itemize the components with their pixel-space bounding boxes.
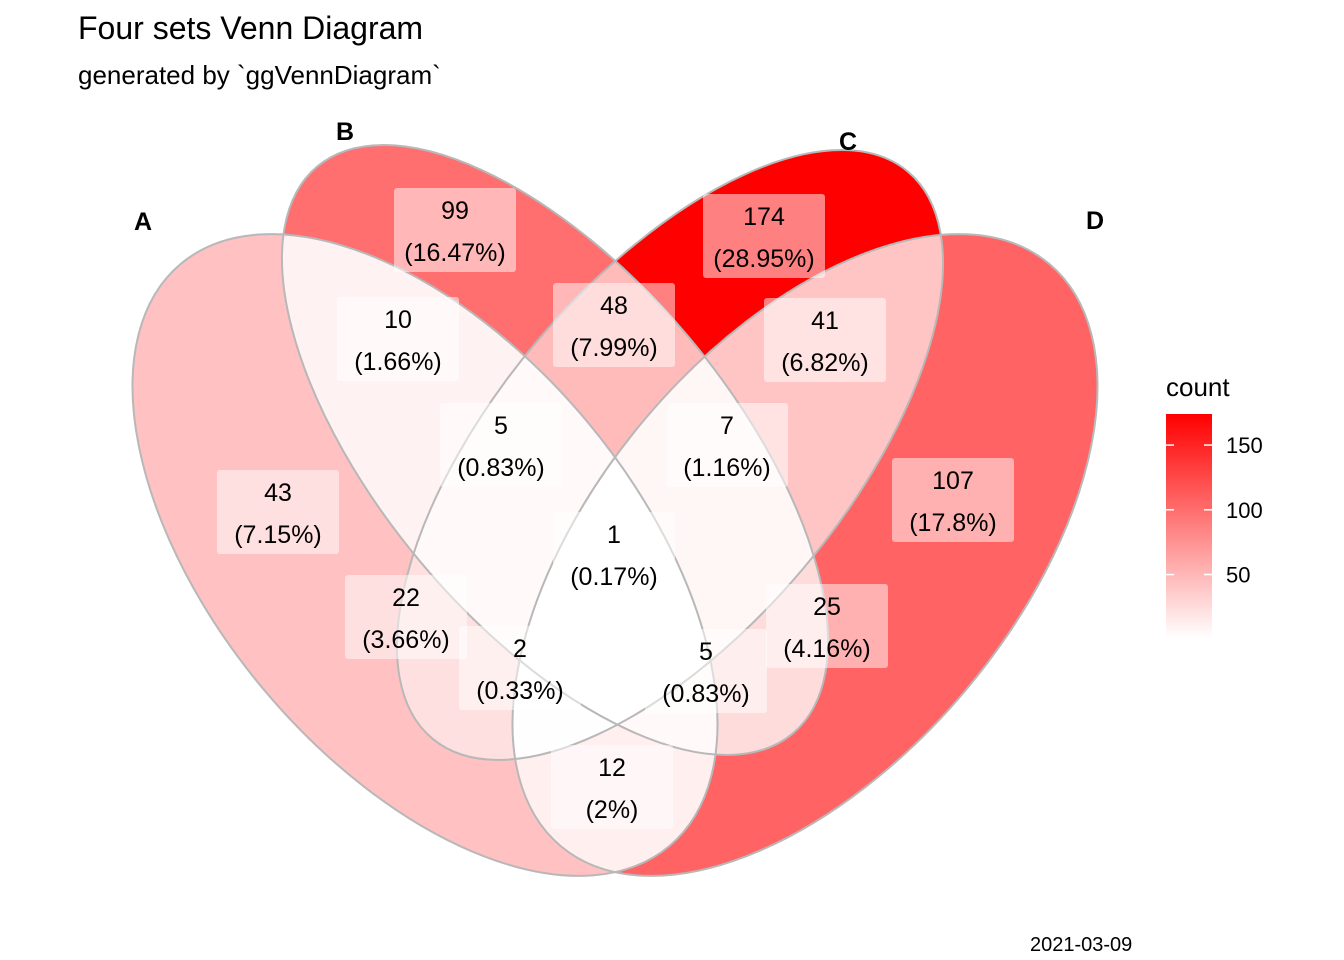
region-bc-percent: (7.99%): [570, 334, 658, 362]
region-abcd-percent: (0.17%): [570, 563, 658, 591]
region-ab-percent: (1.66%): [354, 348, 442, 376]
region-b-label-box: [394, 188, 516, 272]
legend-tick-label: 100: [1226, 498, 1263, 523]
region-ac-count: 22: [392, 584, 420, 612]
region-bd-percent: (4.16%): [783, 635, 871, 663]
region-bc-label: 48 (7.99%): [553, 283, 675, 367]
set-d-outline: [511, 233, 1099, 877]
region-b-label: 99 (16.47%): [394, 188, 516, 272]
legend-title: count: [1166, 372, 1230, 402]
region-b-count: 99: [441, 197, 469, 225]
legend-tick-label: 150: [1226, 433, 1263, 458]
set-label-d: D: [1086, 207, 1104, 235]
set-label-a: A: [134, 208, 152, 236]
set-label-c: C: [839, 128, 857, 156]
region-c-count: 174: [743, 203, 785, 231]
region-a-percent: (7.15%): [234, 521, 322, 549]
venn-set-outlines: [131, 144, 1099, 877]
region-a-count: 43: [264, 479, 292, 507]
region-d-label: 107 (17.8%): [892, 458, 1014, 542]
region-abd-label: 5 (0.83%): [645, 629, 767, 713]
region-bcd-count: 7: [720, 412, 734, 440]
region-c-label: 174 (28.95%): [703, 194, 825, 278]
region-c-label-box: [703, 194, 825, 278]
region-abd-percent: (0.83%): [662, 680, 750, 708]
set-c-outline: [395, 149, 945, 761]
region-bcd-label: 7 (1.16%): [666, 403, 788, 487]
region-c-percent: (28.95%): [713, 245, 814, 273]
region-a-label: 43 (7.15%): [217, 470, 339, 554]
region-bd-label-box: [766, 584, 888, 668]
set-b-outline: [280, 144, 830, 756]
region-ad-count: 12: [598, 754, 626, 782]
region-b-percent: (16.47%): [404, 239, 505, 267]
region-ad-percent: (2%): [586, 796, 639, 824]
region-abcd-count: 1: [607, 521, 621, 549]
chart-title: Four sets Venn Diagram: [78, 10, 424, 46]
region-ad-label-box: [551, 745, 673, 829]
region-cd-label-box: [764, 298, 886, 382]
region-bcd-label-box: [666, 403, 788, 487]
region-bd-count: 25: [813, 593, 841, 621]
region-bd-label: 25 (4.16%): [766, 584, 888, 668]
region-abc-label-box: [440, 403, 562, 487]
region-d-label-box: [892, 458, 1014, 542]
set-label-b: B: [336, 118, 354, 146]
region-abc-percent: (0.83%): [457, 454, 545, 482]
region-bc-label-box: [553, 283, 675, 367]
region-cd-label: 41 (6.82%): [764, 298, 886, 382]
region-a-label-box: [217, 470, 339, 554]
region-ab-label-box: [337, 297, 459, 381]
region-ac-percent: (3.66%): [362, 626, 450, 654]
region-cd-count: 41: [811, 307, 839, 335]
region-abc-count: 5: [494, 412, 508, 440]
region-acd-percent: (0.33%): [476, 677, 564, 705]
region-abcd-label: 1 (0.17%): [553, 512, 675, 596]
region-ac-label: 22 (3.66%): [345, 575, 467, 659]
region-bcd-percent: (1.16%): [683, 454, 771, 482]
set-a-outline: [131, 233, 719, 877]
region-ad-label: 12 (2%): [551, 745, 673, 829]
region-acd-count: 2: [513, 635, 527, 663]
venn-region-labels: 43(7.15%)99(16.47%)174(28.95%)107(17.8%)…: [217, 188, 1014, 829]
region-d-percent: (17.8%): [909, 509, 997, 537]
region-abc-label: 5 (0.83%): [440, 403, 562, 487]
legend-tick-label: 50: [1226, 563, 1250, 588]
region-ac-label-box: [345, 575, 467, 659]
region-cd-percent: (6.82%): [781, 349, 869, 377]
chart-caption: 2021-03-09: [1030, 934, 1133, 956]
region-ab-label: 10 (1.66%): [337, 297, 459, 381]
region-abcd-label-box: [553, 512, 675, 596]
region-abd-label-box: [645, 629, 767, 713]
region-ab-count: 10: [384, 306, 412, 334]
region-abd-count: 5: [699, 638, 713, 666]
region-d-count: 107: [932, 467, 974, 495]
color-legend: count 150 100 50: [1166, 372, 1263, 638]
region-acd-label-box: [459, 626, 581, 710]
legend-color-bar: [1166, 414, 1212, 638]
chart-subtitle: generated by `ggVennDiagram`: [78, 60, 441, 90]
region-acd-label: 2 (0.33%): [459, 626, 581, 710]
region-bc-count: 48: [600, 292, 628, 320]
